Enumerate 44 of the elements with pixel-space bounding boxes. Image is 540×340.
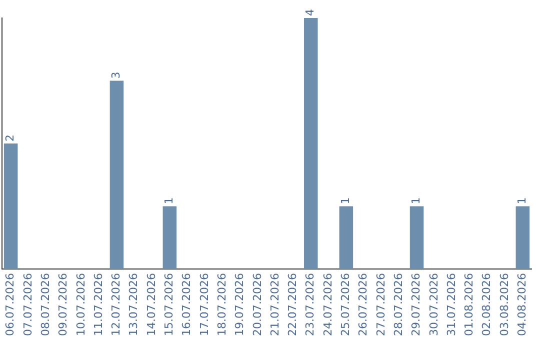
x-tick-label: 23.07.2026 bbox=[304, 273, 317, 336]
x-tick-label: 18.07.2026 bbox=[215, 273, 228, 336]
x-tick-label: 17.07.2026 bbox=[198, 273, 211, 336]
x-tick-label: 07.07.2026 bbox=[21, 273, 34, 336]
x-tick-label: 26.07.2026 bbox=[356, 273, 370, 336]
data-label: 1 bbox=[162, 197, 176, 204]
x-tick-label: 21.07.2026 bbox=[268, 273, 282, 336]
x-tick-label: 04.08.2026 bbox=[516, 273, 529, 336]
x-tick-label: 25.07.2026 bbox=[339, 273, 352, 336]
x-tick-label: 16.07.2026 bbox=[180, 273, 194, 336]
bar bbox=[110, 80, 124, 270]
x-tick-label: 03.08.2026 bbox=[498, 273, 511, 336]
x-tick-label: 20.07.2026 bbox=[250, 273, 264, 336]
bar bbox=[4, 144, 18, 270]
data-label: 1 bbox=[339, 197, 352, 204]
x-tick-label: 30.07.2026 bbox=[427, 273, 440, 336]
x-tick-label: 14.07.2026 bbox=[144, 273, 158, 336]
data-label: 1 bbox=[516, 197, 529, 204]
x-tick-label: 22.07.2026 bbox=[286, 273, 300, 336]
x-tick-label: 29.07.2026 bbox=[410, 273, 423, 336]
x-tick-label: 10.07.2026 bbox=[74, 273, 88, 336]
x-tick-label: 15.07.2026 bbox=[162, 273, 176, 336]
data-label: 1 bbox=[410, 197, 423, 204]
data-label: 3 bbox=[110, 72, 123, 79]
x-tick-label: 27.07.2026 bbox=[374, 273, 388, 336]
data-label: 2 bbox=[4, 134, 17, 142]
x-tick-label: 11.07.2026 bbox=[92, 273, 105, 336]
x-tick-label: 13.07.2026 bbox=[127, 273, 140, 336]
x-tick-label: 02.08.2026 bbox=[480, 273, 494, 336]
x-tick-label: 09.07.2026 bbox=[56, 273, 70, 336]
x-tick-label: 31.07.2026 bbox=[444, 273, 458, 336]
bar bbox=[304, 18, 318, 270]
x-tick-label: 12.07.2026 bbox=[110, 273, 123, 336]
bar bbox=[516, 206, 530, 270]
data-label: 4 bbox=[304, 9, 317, 16]
x-tick-label: 24.07.2026 bbox=[321, 273, 334, 336]
x-tick-label: 19.07.2026 bbox=[233, 273, 246, 336]
x-tick-label: 06.07.2026 bbox=[4, 273, 17, 336]
x-tick-label: 28.07.2026 bbox=[392, 273, 405, 336]
bar bbox=[339, 206, 354, 270]
x-tick-label: 01.08.2026 bbox=[462, 273, 476, 336]
bar bbox=[162, 206, 177, 270]
bar bbox=[410, 206, 424, 270]
x-tick-label: 08.07.2026 bbox=[38, 273, 52, 336]
